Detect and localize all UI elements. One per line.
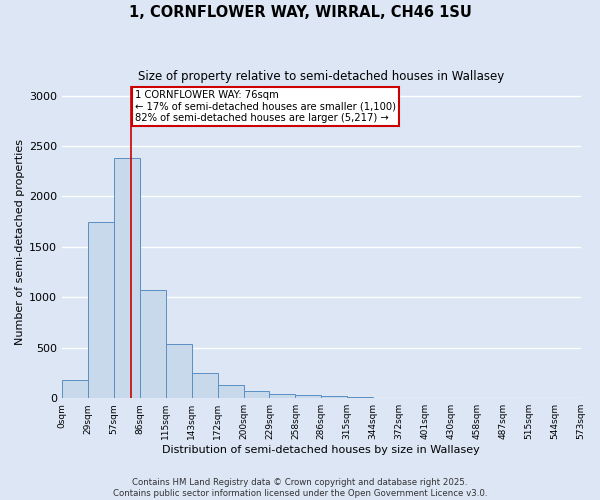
Bar xyxy=(322,396,347,398)
Bar xyxy=(244,390,269,398)
Bar xyxy=(295,395,322,398)
X-axis label: Distribution of semi-detached houses by size in Wallasey: Distribution of semi-detached houses by … xyxy=(163,445,480,455)
Text: Contains HM Land Registry data © Crown copyright and database right 2025.
Contai: Contains HM Land Registry data © Crown c… xyxy=(113,478,487,498)
Bar xyxy=(347,397,373,398)
Text: 1 CORNFLOWER WAY: 76sqm
← 17% of semi-detached houses are smaller (1,100)
82% of: 1 CORNFLOWER WAY: 76sqm ← 17% of semi-de… xyxy=(135,90,396,123)
Title: Size of property relative to semi-detached houses in Wallasey: Size of property relative to semi-detach… xyxy=(138,70,505,83)
Text: 1, CORNFLOWER WAY, WIRRAL, CH46 1SU: 1, CORNFLOWER WAY, WIRRAL, CH46 1SU xyxy=(128,5,472,20)
Bar xyxy=(88,222,114,398)
Bar xyxy=(140,290,166,398)
Y-axis label: Number of semi-detached properties: Number of semi-detached properties xyxy=(15,139,25,345)
Bar xyxy=(114,158,140,398)
Bar xyxy=(166,344,192,398)
Bar xyxy=(269,394,295,398)
Bar xyxy=(218,384,244,398)
Bar xyxy=(62,380,88,398)
Bar xyxy=(192,373,218,398)
